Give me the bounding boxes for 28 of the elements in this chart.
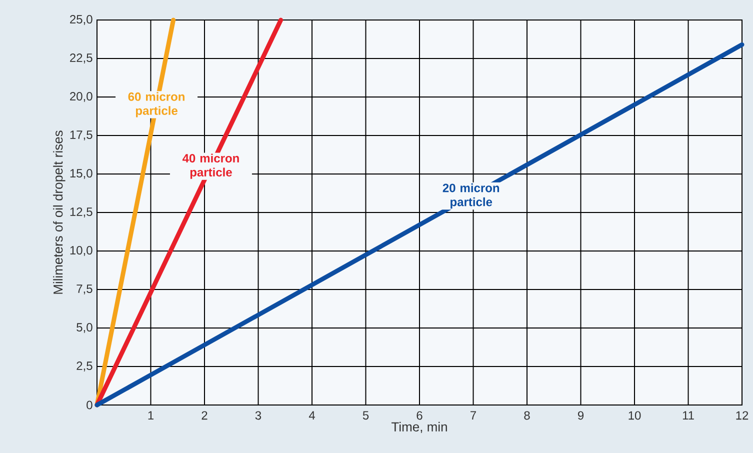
y-tick-label: 2,5 (76, 362, 92, 372)
x-tick-label: 3 (255, 411, 262, 420)
y-tick-label: 20,0 (70, 92, 92, 102)
x-tick-label: 10 (628, 411, 641, 420)
x-tick-label: 9 (578, 411, 584, 420)
x-tick-label: 6 (416, 411, 422, 420)
y-tick-label: 10,0 (70, 246, 92, 256)
y-tick-label: 17,5 (70, 130, 92, 140)
x-tick-label: 5 (362, 411, 369, 420)
x-tick-label: 8 (524, 411, 530, 420)
y-tick-label: 12,5 (70, 208, 92, 218)
x-axis-title: Time, min (392, 422, 447, 433)
y-tick-label: 25,0 (70, 15, 92, 25)
x-tick-label: 12 (736, 411, 748, 420)
series-label: 20 micron particle (442, 183, 500, 209)
y-tick-label: 7,5 (76, 284, 92, 294)
y-axis-title: Milimeters of oil dropelt rises (53, 130, 66, 294)
x-tick-label: 4 (308, 411, 315, 420)
x-tick-label: 11 (682, 411, 694, 420)
series-label: 40 micron particle (182, 154, 239, 179)
series-label: 60 micron particle (128, 92, 184, 118)
y-tick-label: 0 (86, 400, 92, 410)
y-tick-label: 5,0 (76, 323, 92, 333)
y-tick-label: 22,5 (70, 54, 92, 64)
x-tick-label: 7 (470, 411, 476, 420)
x-tick-label: 1 (148, 411, 154, 420)
x-tick-label: 2 (202, 411, 208, 420)
y-tick-label: 15,0 (70, 169, 92, 179)
